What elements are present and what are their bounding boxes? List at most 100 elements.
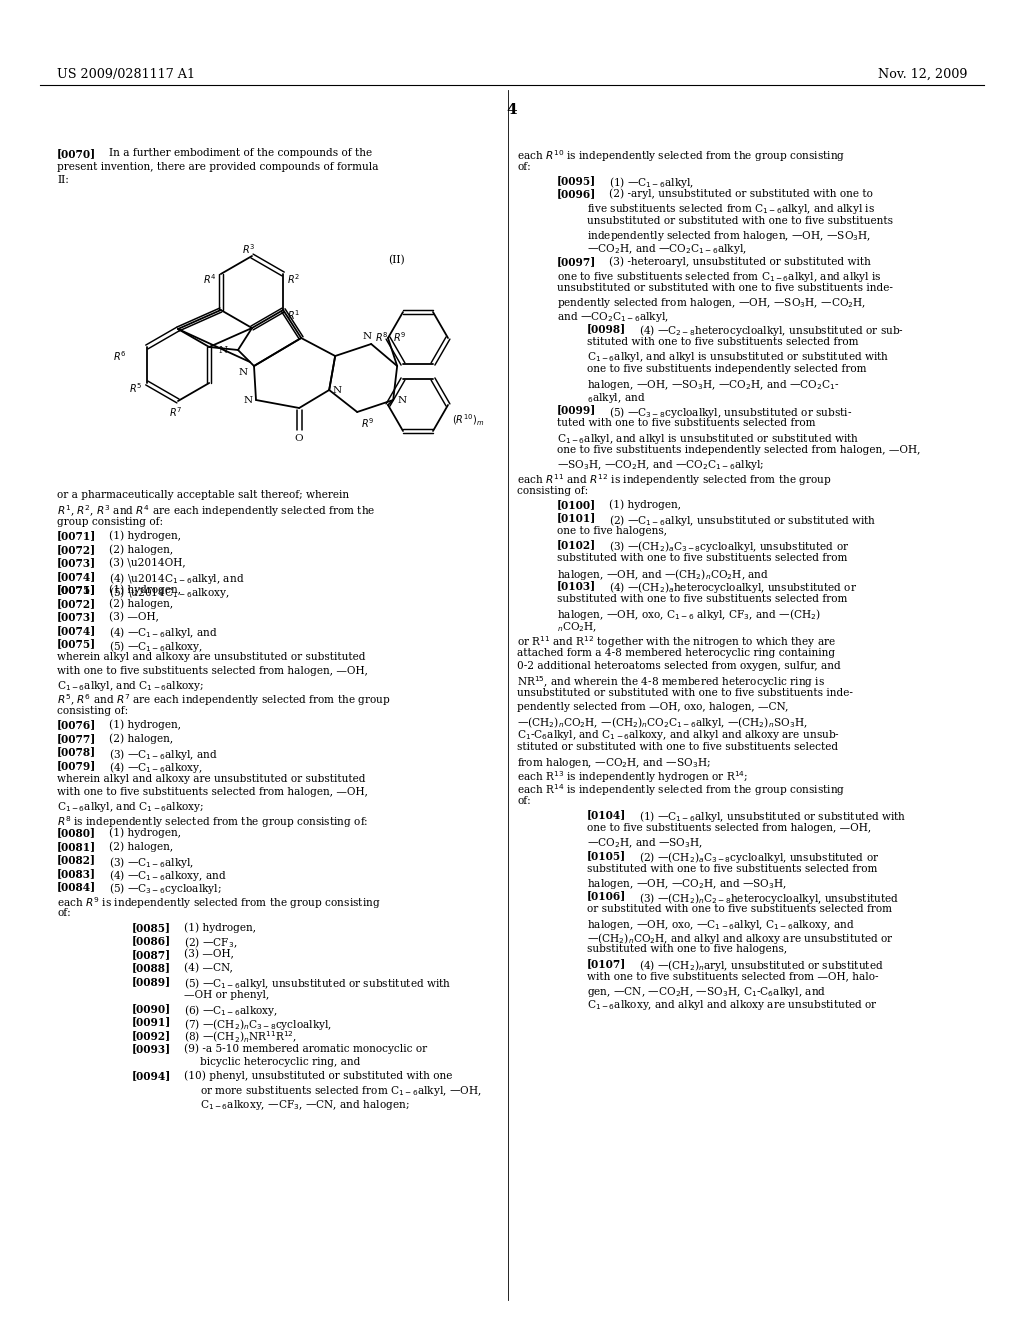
Text: one to five substituents independently selected from: one to five substituents independently s… xyxy=(587,364,866,374)
Text: (3) -heteroaryl, unsubstituted or substituted with: (3) -heteroaryl, unsubstituted or substi… xyxy=(609,256,870,267)
Text: [0100]: [0100] xyxy=(557,499,596,510)
Text: [0103]: [0103] xyxy=(557,579,596,591)
Text: substituted with one to five halogens,: substituted with one to five halogens, xyxy=(587,945,787,954)
Text: halogen, —OH, and —(CH$_2$)$_n$CO$_2$H, and: halogen, —OH, and —(CH$_2$)$_n$CO$_2$H, … xyxy=(557,566,769,582)
Text: consisting of:: consisting of: xyxy=(57,706,128,715)
Text: substituted with one to five substituents selected from: substituted with one to five substituent… xyxy=(557,553,848,564)
Text: [0092]: [0092] xyxy=(132,1030,171,1041)
Text: [0070]: [0070] xyxy=(57,148,96,158)
Text: (3) —C$_{1-6}$alkyl,: (3) —C$_{1-6}$alkyl, xyxy=(109,854,194,870)
Text: —CO$_2$H, and —CO$_2$C$_{1-6}$alkyl,: —CO$_2$H, and —CO$_2$C$_{1-6}$alkyl, xyxy=(587,243,746,256)
Text: (1) hydrogen,: (1) hydrogen, xyxy=(184,921,256,932)
Text: [0076]: [0076] xyxy=(57,719,96,730)
Text: [0102]: [0102] xyxy=(557,540,596,550)
Text: [0072]: [0072] xyxy=(57,598,96,609)
Text: or R$^{11}$ and R$^{12}$ together with the nitrogen to which they are: or R$^{11}$ and R$^{12}$ together with t… xyxy=(517,634,836,649)
Text: unsubstituted or substituted with one to five substituents inde-: unsubstituted or substituted with one to… xyxy=(517,688,853,698)
Text: $R^2$: $R^2$ xyxy=(287,272,300,286)
Text: each $R^9$ is independently selected from the group consisting: each $R^9$ is independently selected fro… xyxy=(57,895,381,911)
Text: $R^6$: $R^6$ xyxy=(114,348,127,363)
Text: unsubstituted or substituted with one to five substituents: unsubstituted or substituted with one to… xyxy=(587,215,893,226)
Text: (3) \u2014OH,: (3) \u2014OH, xyxy=(109,557,185,568)
Text: [0106]: [0106] xyxy=(587,891,627,902)
Text: (1) hydrogen,: (1) hydrogen, xyxy=(109,719,181,730)
Text: NR$^{15}$, and wherein the 4-8 membered heterocyclic ring is: NR$^{15}$, and wherein the 4-8 membered … xyxy=(517,675,825,690)
Text: or more substituents selected from C$_{1-6}$alkyl, —OH,: or more substituents selected from C$_{1… xyxy=(200,1084,481,1098)
Text: one to five substituents selected from C$_{1-6}$alkyl, and alkyl is: one to five substituents selected from C… xyxy=(557,269,882,284)
Text: 0-2 additional heteroatoms selected from oxygen, sulfur, and: 0-2 additional heteroatoms selected from… xyxy=(517,661,841,671)
Text: (4) —C$_{1-6}$alkyl, and: (4) —C$_{1-6}$alkyl, and xyxy=(109,624,218,640)
Text: N: N xyxy=(397,396,407,405)
Text: [0096]: [0096] xyxy=(557,189,596,199)
Text: [0105]: [0105] xyxy=(587,850,627,861)
Text: (3) —OH,: (3) —OH, xyxy=(184,949,233,960)
Text: [0079]: [0079] xyxy=(57,760,96,771)
Text: substituted with one to five substituents selected from: substituted with one to five substituent… xyxy=(587,863,878,874)
Text: [0073]: [0073] xyxy=(57,557,96,569)
Text: (2) halogen,: (2) halogen, xyxy=(109,841,173,851)
Text: (3) —C$_{1-6}$alkyl, and: (3) —C$_{1-6}$alkyl, and xyxy=(109,747,218,762)
Text: [0107]: [0107] xyxy=(587,958,627,969)
Text: (4) —(CH$_2$)$_a$heterocycloalkyl, unsubstituted or: (4) —(CH$_2$)$_a$heterocycloalkyl, unsub… xyxy=(609,579,857,595)
Text: $_6$alkyl, and: $_6$alkyl, and xyxy=(587,391,645,405)
Text: O: O xyxy=(295,434,303,444)
Text: C$_1$-C$_6$alkyl, and C$_{1-6}$alkoxy, and alkyl and alkoxy are unsub-: C$_1$-C$_6$alkyl, and C$_{1-6}$alkoxy, a… xyxy=(517,729,840,742)
Text: US 2009/0281117 A1: US 2009/0281117 A1 xyxy=(57,69,195,81)
Text: pendently selected from halogen, —OH, —SO$_3$H, —CO$_2$H,: pendently selected from halogen, —OH, —S… xyxy=(557,297,866,310)
Text: (5) —C$_{1-6}$alkyl, unsubstituted or substituted with: (5) —C$_{1-6}$alkyl, unsubstituted or su… xyxy=(184,975,452,991)
Text: $R^7$: $R^7$ xyxy=(169,405,182,418)
Text: $R^5$: $R^5$ xyxy=(129,381,142,395)
Text: each R$^{13}$ is independently hydrogen or R$^{14}$;: each R$^{13}$ is independently hydrogen … xyxy=(517,770,749,785)
Text: N: N xyxy=(239,368,248,378)
Text: (2) halogen,: (2) halogen, xyxy=(109,598,173,609)
Text: five substituents selected from C$_{1-6}$alkyl, and alkyl is: five substituents selected from C$_{1-6}… xyxy=(587,202,876,216)
Text: $R^9$: $R^9$ xyxy=(393,330,407,343)
Text: (3) —(CH$_2$)$_a$C$_{3-8}$cycloalkyl, unsubstituted or: (3) —(CH$_2$)$_a$C$_{3-8}$cycloalkyl, un… xyxy=(609,540,849,554)
Text: [0073]: [0073] xyxy=(57,611,96,623)
Text: independently selected from halogen, —OH, —SO$_3$H,: independently selected from halogen, —OH… xyxy=(587,228,871,243)
Text: (1) —C$_{1-6}$alkyl,: (1) —C$_{1-6}$alkyl, xyxy=(609,176,694,190)
Text: (II): (II) xyxy=(388,255,404,265)
Text: $(R^{10})_m$: $(R^{10})_m$ xyxy=(452,413,484,429)
Text: (4) —C$_{1-6}$alkoxy, and: (4) —C$_{1-6}$alkoxy, and xyxy=(109,869,226,883)
Text: [0099]: [0099] xyxy=(557,404,596,416)
Text: $R^1$: $R^1$ xyxy=(287,308,300,322)
Text: [0082]: [0082] xyxy=(57,854,96,866)
Text: [0081]: [0081] xyxy=(57,841,96,851)
Text: N: N xyxy=(332,385,341,395)
Text: or substituted with one to five substituents selected from: or substituted with one to five substitu… xyxy=(587,904,892,913)
Text: (7) —(CH$_2$)$_n$C$_{3-8}$cycloalkyl,: (7) —(CH$_2$)$_n$C$_{3-8}$cycloalkyl, xyxy=(184,1016,332,1031)
Text: each $R^{11}$ and $R^{12}$ is independently selected from the group: each $R^{11}$ and $R^{12}$ is independen… xyxy=(517,473,831,488)
Text: one to five substituents selected from halogen, —OH,: one to five substituents selected from h… xyxy=(587,822,871,833)
Text: wherein alkyl and alkoxy are unsubstituted or substituted: wherein alkyl and alkoxy are unsubstitut… xyxy=(57,774,366,784)
Text: $R^9$: $R^9$ xyxy=(361,416,375,430)
Text: with one to five substituents selected from halogen, —OH,: with one to five substituents selected f… xyxy=(57,665,368,676)
Text: (1) hydrogen,: (1) hydrogen, xyxy=(609,499,681,510)
Text: —CO$_2$H, and —SO$_3$H,: —CO$_2$H, and —SO$_3$H, xyxy=(587,837,702,850)
Text: (1) hydrogen,: (1) hydrogen, xyxy=(109,585,181,595)
Text: [0104]: [0104] xyxy=(587,809,627,821)
Text: and —CO$_2$C$_{1-6}$alkyl,: and —CO$_2$C$_{1-6}$alkyl, xyxy=(557,310,669,323)
Text: [0087]: [0087] xyxy=(132,949,171,960)
Text: [0075]: [0075] xyxy=(57,639,96,649)
Text: (4) —C$_{2-8}$heterocycloalkyl, unsubstituted or sub-: (4) —C$_{2-8}$heterocycloalkyl, unsubsti… xyxy=(639,323,904,338)
Text: halogen, —OH, oxo, C$_{1-6}$ alkyl, CF$_3$, and —(CH$_2$): halogen, —OH, oxo, C$_{1-6}$ alkyl, CF$_… xyxy=(557,607,821,622)
Text: C$_{1-6}$alkoxy, and alkyl and alkoxy are unsubstituted or: C$_{1-6}$alkoxy, and alkyl and alkoxy ar… xyxy=(587,998,878,1012)
Text: [0098]: [0098] xyxy=(587,323,627,334)
Text: [0074]: [0074] xyxy=(57,572,96,582)
Text: (2) —C$_{1-6}$alkyl, unsubstituted or substituted with: (2) —C$_{1-6}$alkyl, unsubstituted or su… xyxy=(609,512,877,528)
Text: consisting of:: consisting of: xyxy=(517,486,588,495)
Text: with one to five substituents selected from —OH, halo-: with one to five substituents selected f… xyxy=(587,972,879,982)
Text: N: N xyxy=(219,346,228,355)
Text: (4) \u2014C$_{1-6}$alkyl, and: (4) \u2014C$_{1-6}$alkyl, and xyxy=(109,572,245,586)
Text: II:: II: xyxy=(57,176,69,185)
Text: —(CH$_2$)$_n$CO$_2$H, and alkyl and alkoxy are unsubstituted or: —(CH$_2$)$_n$CO$_2$H, and alkyl and alko… xyxy=(587,931,894,946)
Text: unsubstituted or substituted with one to five substituents inde-: unsubstituted or substituted with one to… xyxy=(557,282,893,293)
Text: $_n$CO$_2$H,: $_n$CO$_2$H, xyxy=(557,620,597,634)
Text: wherein alkyl and alkoxy are unsubstituted or substituted: wherein alkyl and alkoxy are unsubstitut… xyxy=(57,652,366,663)
Text: (4) —CN,: (4) —CN, xyxy=(184,962,232,973)
Text: (4) —C$_{1-6}$alkoxy,: (4) —C$_{1-6}$alkoxy, xyxy=(109,760,203,775)
Text: (2) halogen,: (2) halogen, xyxy=(109,733,173,743)
Text: [0074]: [0074] xyxy=(57,624,96,636)
Text: [0080]: [0080] xyxy=(57,828,96,838)
